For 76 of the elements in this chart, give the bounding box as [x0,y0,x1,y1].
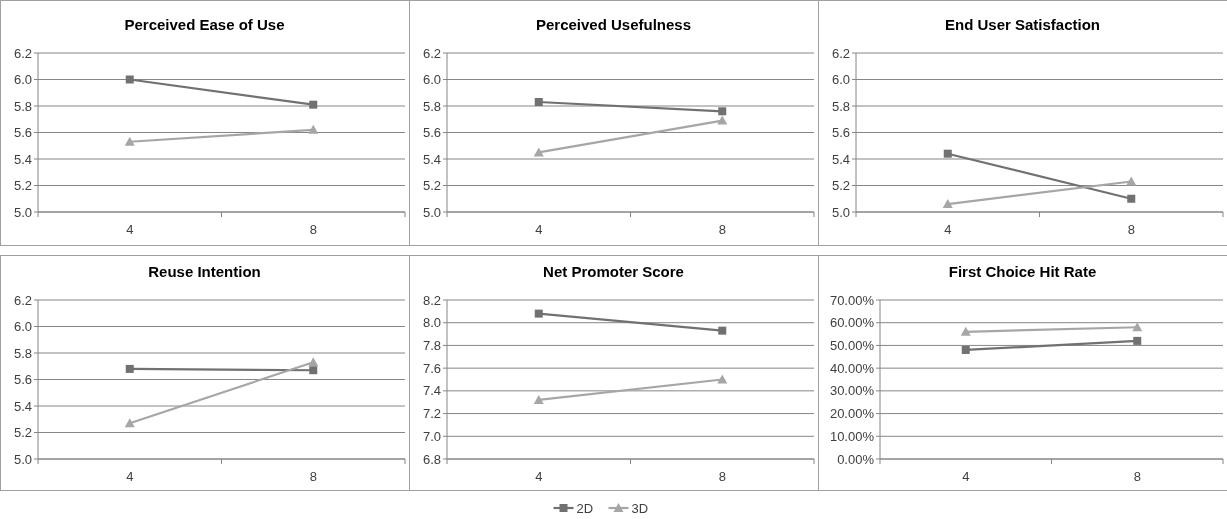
chart-title: End User Satisfaction [944,16,1101,33]
x-tick-label: 8 [1127,222,1135,237]
x-tick-label: 4 [944,222,952,237]
y-tick-label: 5.0 [831,204,850,220]
point [125,364,134,373]
x-tick-label: 8 [1133,469,1141,484]
y-tick-label: 6.0 [422,72,441,88]
point [961,345,970,354]
chart-title: Perceived Usefulness [535,16,692,33]
y-tick-label: 5.8 [13,345,32,361]
y-tick-label: 5.6 [422,125,441,141]
x-tick-label: 4 [962,469,970,484]
point [309,366,318,375]
point [1133,336,1142,345]
y-tick-label: 50.00% [829,337,875,353]
y-tick-label: 5.2 [422,178,441,194]
y-tick-label: 5.0 [13,204,32,220]
point [718,107,727,116]
y-tick-label: 7.4 [422,383,441,399]
point [534,98,543,107]
y-tick-label: 60.00% [829,315,875,331]
y-tick-label: 7.0 [422,428,441,444]
y-tick-label: 5.2 [13,178,32,194]
y-tick-label: 5.6 [13,125,32,141]
y-tick-label: 5.6 [13,372,32,388]
y-tick-label: 5.0 [13,451,32,467]
y-tick-label: 20.00% [829,406,875,422]
y-tick-label: 0.00% [837,451,875,467]
y-tick-label: 7.6 [422,360,441,376]
x-tick-label: 8 [309,222,317,237]
y-tick-label: 6.0 [13,72,32,88]
y-tick-label: 5.4 [831,151,850,167]
y-tick-label: 5.8 [831,98,850,114]
x-tick-label: 4 [535,222,543,237]
x-tick-label: 8 [309,469,317,484]
legend-label: 3D [631,500,649,516]
y-tick-label: 5.6 [831,125,850,141]
point [309,100,318,109]
x-tick-label: 4 [535,469,543,484]
point [943,149,952,158]
y-tick-label: 5.4 [13,398,32,414]
chart-title: First Choice Hit Rate [948,263,1097,280]
y-tick-label: 70.00% [829,292,875,308]
x-tick-label: 4 [126,222,134,237]
y-tick-label: 7.2 [422,406,441,422]
y-tick-label: 8.0 [422,315,441,331]
y-tick-label: 6.2 [831,45,850,61]
point [718,326,727,335]
y-tick-label: 5.4 [13,151,32,167]
y-tick-label: 5.2 [831,178,850,194]
y-tick-label: 8.2 [422,292,441,308]
point [125,75,134,84]
chart-title: Perceived Ease of Use [124,16,285,33]
y-tick-label: 30.00% [829,383,875,399]
y-tick-label: 40.00% [829,360,875,376]
chart-title: Reuse Intention [148,263,261,280]
point [1127,194,1136,203]
y-tick-label: 6.2 [422,45,441,61]
point [534,309,543,318]
y-tick-label: 5.0 [422,204,441,220]
y-tick-label: 6.0 [831,72,850,88]
y-tick-label: 6.0 [13,319,32,335]
y-tick-label: 5.8 [422,98,441,114]
y-tick-label: 6.8 [422,451,441,467]
y-tick-label: 6.2 [13,45,32,61]
x-tick-label: 8 [718,469,726,484]
y-tick-label: 10.00% [829,428,875,444]
x-tick-label: 4 [126,469,134,484]
y-tick-label: 5.8 [13,98,32,114]
y-tick-label: 6.2 [13,292,32,308]
y-tick-label: 5.2 [13,425,32,441]
legend-label: 2D [576,500,594,516]
y-tick-label: 7.8 [422,337,441,353]
y-tick-label: 5.4 [422,151,441,167]
x-tick-label: 8 [718,222,726,237]
chart-title: Net Promoter Score [543,263,684,280]
